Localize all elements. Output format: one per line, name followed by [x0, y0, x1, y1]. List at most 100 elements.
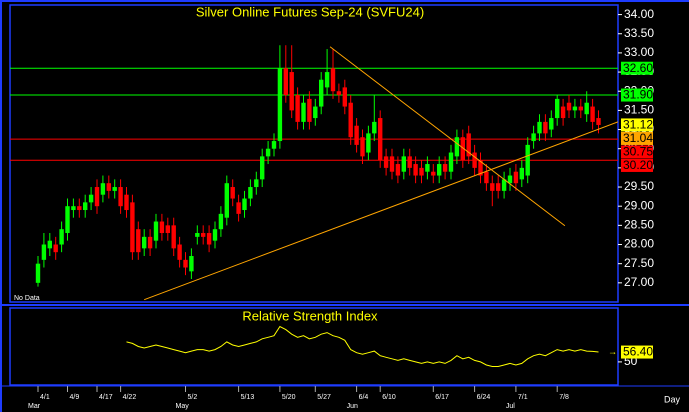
candle-body [283, 68, 288, 96]
rsi-line [126, 325, 599, 367]
candle-body [65, 206, 70, 234]
candle-body [277, 68, 283, 142]
candle-body [596, 118, 601, 125]
x-tick-label: 7/8 [559, 394, 569, 401]
x-tick-label: 5/13 [241, 394, 255, 401]
candle-body [543, 121, 548, 134]
y-tick-label: 34.00 [624, 7, 654, 21]
rsi-panel [9, 307, 619, 386]
candle-body [566, 102, 572, 111]
no-data-note: No Data [14, 295, 40, 302]
value-marker [621, 345, 653, 359]
candle-body [360, 137, 365, 157]
candle-body [35, 263, 41, 283]
candle-body [336, 91, 342, 96]
candle-body [342, 87, 347, 107]
x-tick-label: 6/4 [359, 394, 369, 401]
candle-body [472, 152, 477, 168]
candle-body [348, 102, 353, 138]
candle-body [501, 179, 507, 191]
y-tick-label: 31.50 [624, 103, 654, 117]
y-tick-label: 27.50 [624, 256, 654, 270]
candle-body [189, 256, 194, 272]
candle-body [165, 225, 170, 234]
candle-body [118, 187, 123, 207]
x-month-label: Jun [347, 403, 358, 410]
x-tick-label: 7/1 [518, 394, 528, 401]
candle-body [590, 106, 595, 122]
y-tick-label: 29.50 [624, 179, 654, 193]
candle-body [71, 206, 76, 211]
candle-body [454, 137, 460, 157]
candle-body [295, 95, 300, 122]
candle-body [218, 213, 224, 230]
candle-body [271, 141, 277, 149]
candle-body [206, 233, 212, 245]
price-marker-label: 31.90 [623, 88, 653, 102]
candle-body [41, 244, 47, 260]
candle-body [265, 148, 271, 157]
x-tick-label: 6/10 [382, 394, 396, 401]
candle-body [366, 133, 371, 153]
price-marker [621, 158, 653, 172]
candle-body [572, 106, 578, 111]
candle-body [507, 175, 513, 184]
y-tick-label: 33.00 [624, 45, 654, 59]
y-tick-label: 28.50 [624, 218, 654, 232]
x-tick-label: 6/24 [477, 394, 491, 401]
candle-body [212, 229, 218, 241]
x-tick-label: 5/20 [282, 394, 296, 401]
price-marker [621, 145, 653, 159]
y-tick-label: 29.00 [624, 198, 654, 212]
candle-body [94, 187, 100, 207]
candle-body [248, 187, 253, 199]
candle-body [442, 164, 448, 172]
candle-body [490, 183, 495, 191]
candle-body [484, 171, 489, 184]
x-month-label: May [176, 403, 190, 410]
price-marker-label: 31.12 [623, 118, 653, 132]
candle-body [130, 202, 135, 253]
y-tick-label: 33.50 [624, 26, 654, 40]
candle-body [171, 225, 176, 249]
candle-body [224, 183, 229, 218]
y-tick-label: 27.00 [624, 275, 654, 289]
price-marker-label: 31.04 [623, 131, 653, 145]
candle-body [59, 229, 64, 245]
candle-body [100, 183, 106, 195]
price-marker-label: 32.60 [623, 61, 653, 75]
candle-body [478, 160, 483, 176]
candle-body [177, 244, 182, 260]
price-marker-label: 30.75 [623, 145, 653, 159]
x-tick-label: 4/22 [123, 394, 137, 401]
candle-body [378, 118, 383, 161]
candle-body [537, 121, 542, 134]
candle-body [106, 183, 111, 191]
chart-title: Silver Online Futures Sep-24 (SVFU24) [196, 4, 424, 19]
price-marker [621, 88, 653, 102]
candle-body [88, 194, 94, 203]
candle-body [407, 156, 412, 168]
candle-body [324, 72, 330, 88]
candle-body [584, 102, 589, 115]
candle-body [260, 156, 265, 180]
price-marker [621, 118, 653, 132]
candle-body [53, 244, 58, 253]
rsi-title: Relative Strength Index [242, 308, 378, 323]
candle-body [560, 106, 566, 119]
value-arrow: → [608, 346, 617, 356]
candle-body [77, 206, 82, 211]
candle-body [301, 102, 306, 122]
candle-body [519, 167, 524, 180]
candle-body [136, 229, 141, 253]
main-panel [9, 4, 619, 303]
x-month-label: Jul [506, 403, 515, 410]
x-tick-label: 4/17 [99, 394, 113, 401]
candle-body [395, 164, 401, 176]
candle-body [307, 98, 312, 122]
price-marker [621, 131, 653, 145]
candle-body [437, 164, 442, 176]
x-tick-label: 4/9 [70, 394, 80, 401]
candle-body [413, 164, 418, 176]
candle-body [448, 152, 454, 172]
